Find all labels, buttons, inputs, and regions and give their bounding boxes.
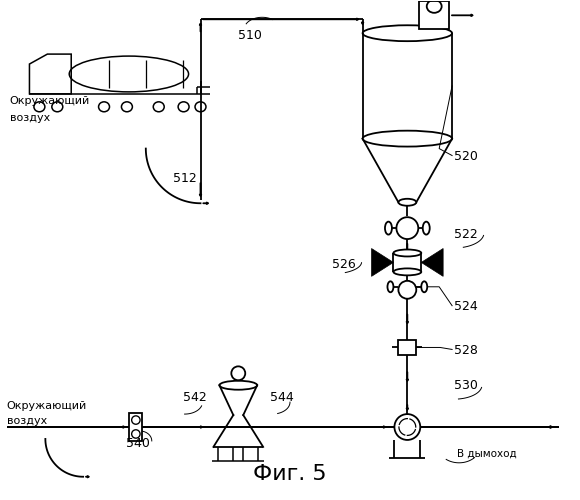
Text: 524: 524: [454, 300, 478, 312]
Ellipse shape: [387, 282, 393, 292]
Ellipse shape: [393, 268, 421, 276]
Text: 522: 522: [454, 228, 478, 241]
FancyBboxPatch shape: [398, 340, 416, 355]
Text: 512: 512: [173, 172, 197, 186]
Text: 540: 540: [126, 437, 150, 450]
Text: воздух: воздух: [6, 416, 47, 426]
Text: 530: 530: [454, 379, 478, 392]
Ellipse shape: [362, 26, 452, 41]
Polygon shape: [421, 248, 443, 276]
Ellipse shape: [393, 250, 421, 256]
Text: 520: 520: [454, 150, 478, 164]
Text: 510: 510: [238, 29, 262, 42]
Text: 544: 544: [270, 391, 294, 404]
Ellipse shape: [421, 282, 427, 292]
Ellipse shape: [396, 217, 418, 239]
Text: 542: 542: [183, 391, 206, 404]
Polygon shape: [372, 248, 393, 276]
Text: 526: 526: [332, 258, 356, 271]
Ellipse shape: [219, 381, 257, 390]
Text: 528: 528: [454, 344, 478, 358]
Ellipse shape: [394, 414, 420, 440]
Ellipse shape: [398, 199, 416, 205]
Ellipse shape: [398, 281, 416, 298]
Text: Окружающий: Окружающий: [6, 401, 87, 411]
Text: Фиг. 5: Фиг. 5: [253, 464, 327, 483]
Text: воздух: воздух: [9, 112, 50, 122]
Ellipse shape: [385, 222, 392, 234]
Ellipse shape: [362, 130, 452, 146]
Text: Окружающий: Окружающий: [9, 96, 90, 106]
Text: В дымоход: В дымоход: [457, 449, 517, 459]
Ellipse shape: [423, 222, 430, 234]
FancyBboxPatch shape: [419, 2, 449, 29]
FancyBboxPatch shape: [129, 413, 142, 441]
